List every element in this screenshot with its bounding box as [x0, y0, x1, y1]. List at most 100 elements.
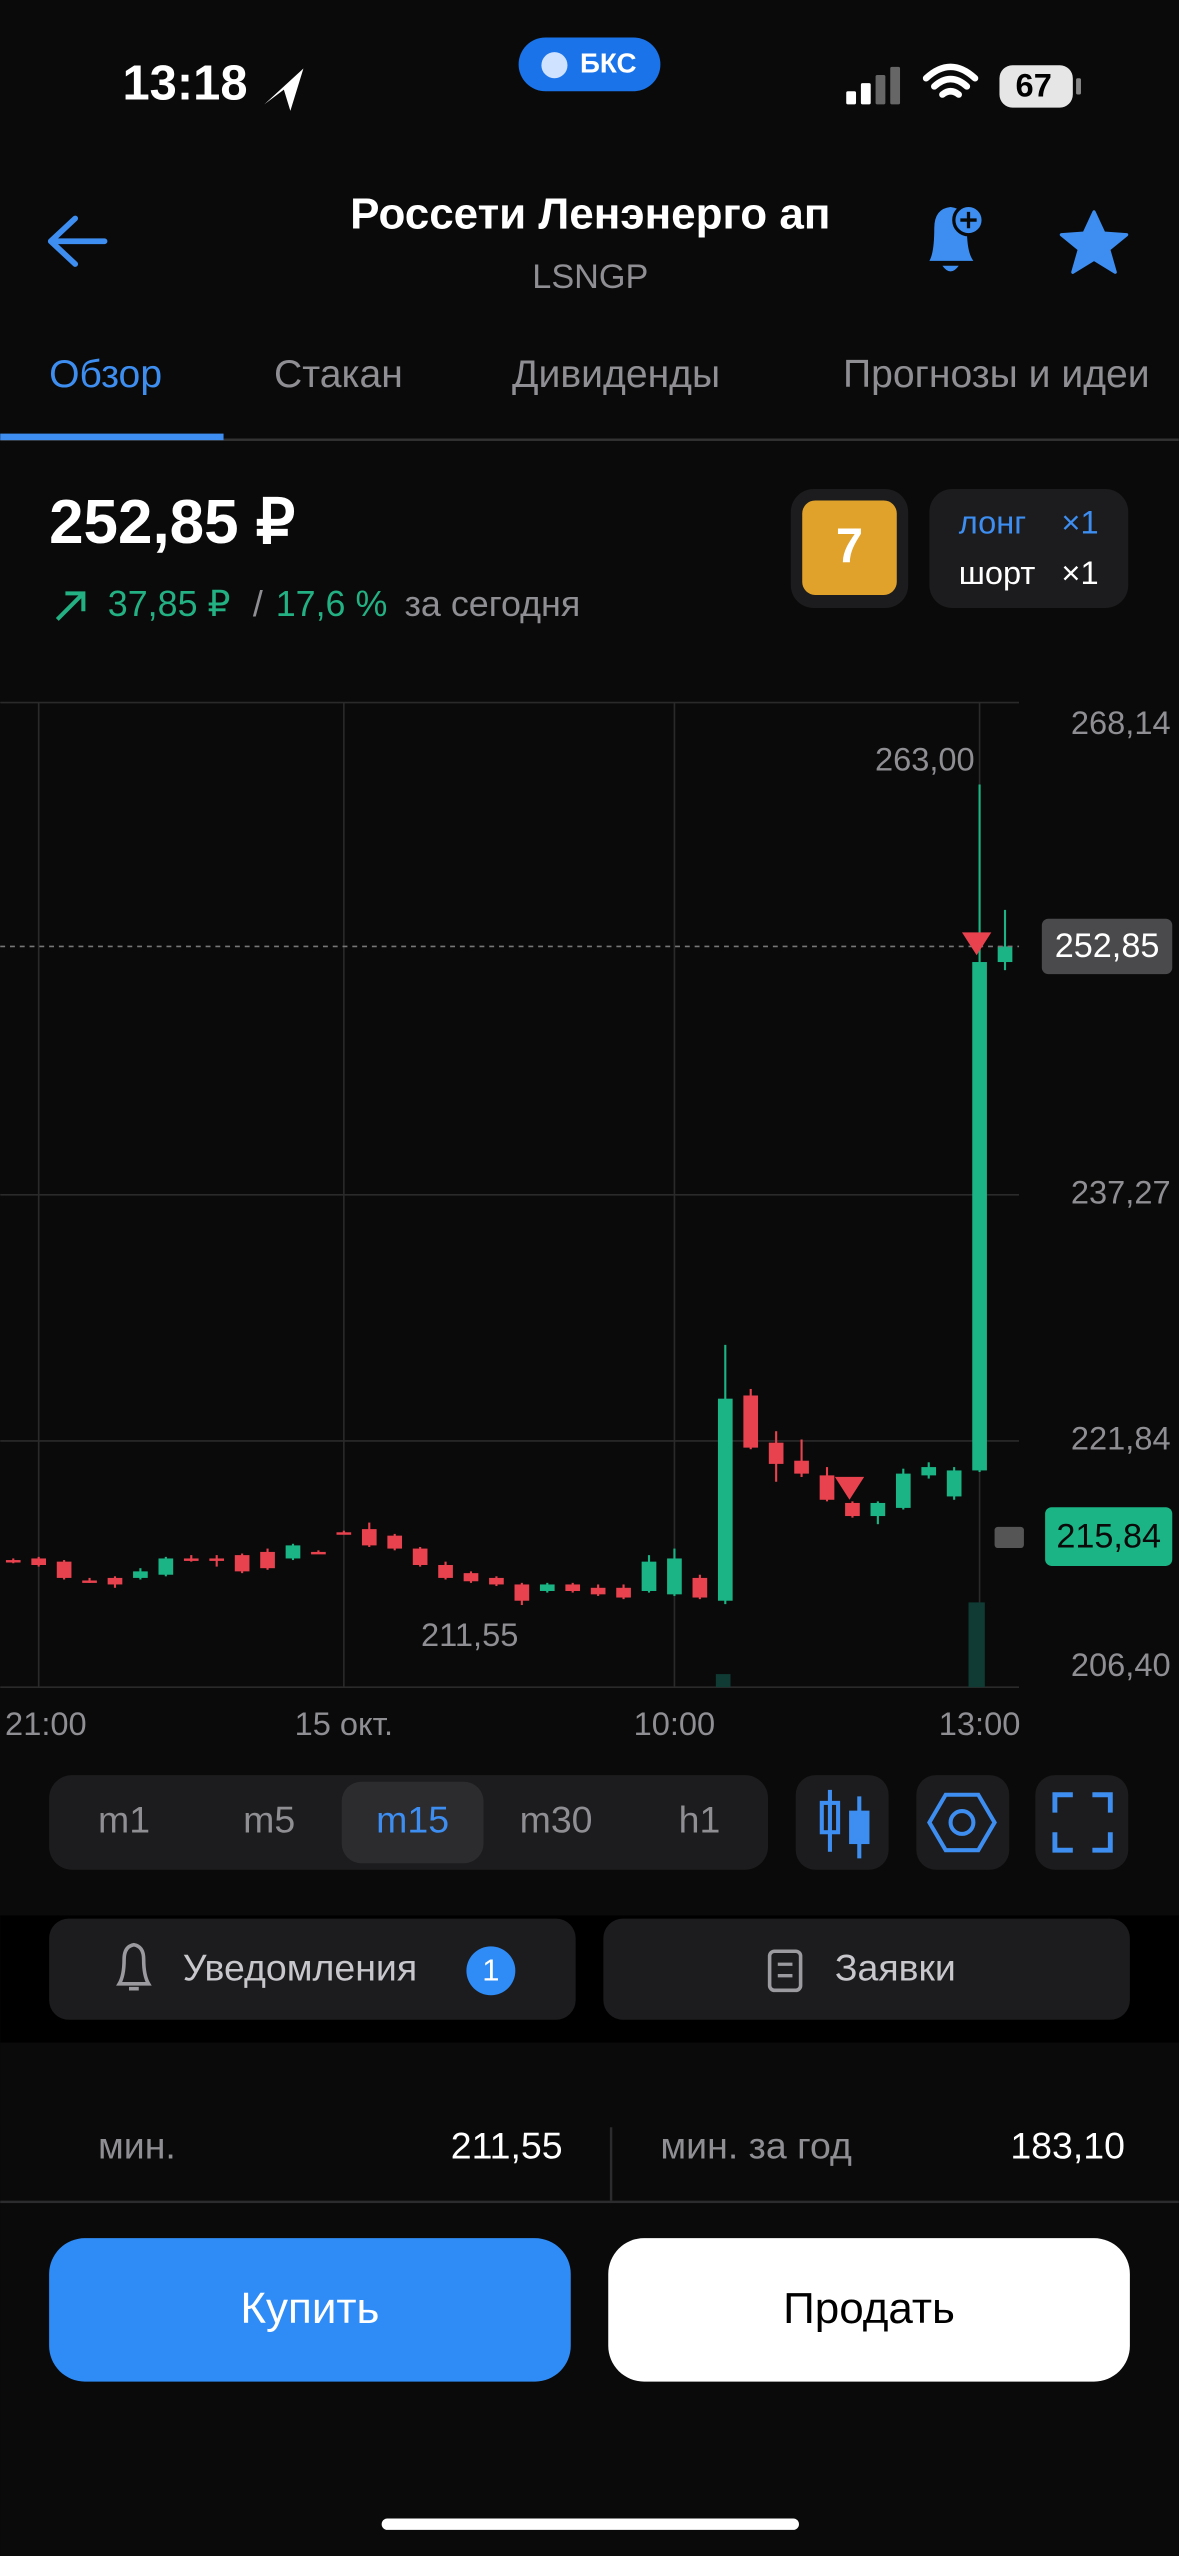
chart-grid: 206,40 221,84 237,27 268,14 21:00 15 окт. 10:0…	[0, 701, 1171, 1742]
ticker: LSNGP	[532, 258, 648, 296]
stat-value: 211,55	[451, 2124, 563, 2166]
alerts-count-badge	[466, 1946, 516, 1996]
candle-body	[616, 1587, 631, 1598]
candle-body	[768, 1442, 784, 1464]
brand-logo	[541, 52, 568, 79]
max-label: 263,00	[875, 740, 975, 777]
min-label: 211,55	[421, 1616, 518, 1653]
tab[interactable]: Прогнозы и идеи	[843, 353, 1150, 396]
candle-body	[438, 1564, 453, 1578]
indicators-button[interactable]	[916, 1775, 1010, 1870]
y-tick-label: 268,14	[1071, 704, 1171, 741]
orders-button[interactable]	[603, 1918, 1130, 2020]
battery-level: 67	[1016, 67, 1052, 104]
candle-body	[819, 1475, 835, 1500]
stat-value: 183,10	[1010, 2124, 1125, 2166]
change: 37,85 ₽	[108, 584, 231, 624]
timeframe[interactable]: m15	[376, 1798, 449, 1840]
candle-body	[590, 1587, 606, 1595]
sell-button[interactable]	[608, 2238, 1130, 2382]
rating-badge	[802, 500, 897, 595]
orders-label: Заявки	[835, 1947, 956, 1989]
candle-body	[717, 1398, 733, 1601]
home-indicator	[381, 2518, 799, 2530]
wifi-icon	[922, 63, 979, 98]
tab-indicator	[0, 433, 224, 441]
timeframe[interactable]: m30	[520, 1798, 593, 1840]
tab[interactable]: Обзор	[49, 353, 162, 396]
trade-marker	[961, 932, 992, 956]
buy-label: Купить	[240, 2284, 379, 2333]
x-tick-label: 21:00	[5, 1705, 87, 1742]
stat-label: мин.	[98, 2124, 176, 2166]
trade-marker	[834, 1476, 865, 1500]
candle-body	[56, 1561, 72, 1578]
chart-type-button[interactable]	[795, 1775, 889, 1870]
x-tick-label: 13:00	[939, 1705, 1021, 1742]
order-price-badge	[1045, 1507, 1173, 1566]
last-price-badge	[1041, 918, 1173, 975]
indicators-icon-core	[948, 1809, 976, 1836]
stat-separator	[0, 2200, 1179, 2204]
sell-label: Продать	[783, 2284, 955, 2333]
candle-body	[972, 962, 987, 1471]
brand-badge: БКС	[580, 48, 636, 79]
candle-body	[387, 1535, 403, 1549]
x-tick-label: 10:00	[634, 1705, 716, 1742]
order-icon	[994, 1526, 1024, 1549]
positions-card[interactable]	[929, 489, 1129, 609]
short-count: ×1	[1061, 554, 1098, 591]
candle-body	[565, 1584, 581, 1591]
orders-icon	[767, 1949, 803, 1993]
y-tick-label: 206,40	[1071, 1646, 1171, 1683]
candle-body	[311, 1551, 326, 1555]
candle-body	[641, 1561, 657, 1591]
candle-body	[361, 1529, 377, 1546]
candle-body	[209, 1558, 225, 1561]
fullscreen-button[interactable]	[1035, 1775, 1129, 1870]
buy-button[interactable]	[49, 2238, 571, 2382]
volume-bar	[715, 1674, 731, 1688]
timeframe[interactable]: m1	[98, 1798, 150, 1840]
candle-body	[412, 1548, 428, 1565]
orders-icon-lines	[777, 1962, 793, 1978]
candle-body	[489, 1577, 504, 1585]
change-pct: 17,6 %	[276, 584, 388, 624]
candle-body	[946, 1470, 962, 1497]
separator: /	[253, 584, 263, 624]
candle-body	[845, 1502, 860, 1517]
alert-button[interactable]	[929, 203, 985, 272]
long-label: лонг	[959, 504, 1026, 541]
candle-body	[234, 1555, 250, 1572]
timeframe[interactable]: h1	[679, 1798, 721, 1840]
indicators-icon	[927, 1792, 997, 1853]
plus-icon	[960, 211, 977, 229]
candle-body	[539, 1584, 555, 1591]
favorite-button[interactable]	[1059, 210, 1129, 274]
candles	[5, 784, 1013, 1606]
status-time: 13:18	[122, 56, 247, 110]
candle-body	[667, 1558, 682, 1595]
alerts-button[interactable]	[49, 1918, 576, 2020]
bell-outline-icon	[116, 1942, 152, 1991]
candle-body	[794, 1460, 809, 1474]
fullscreen-icon	[1052, 1792, 1113, 1853]
timeframe[interactable]: m5	[243, 1798, 295, 1840]
candle-body	[743, 1395, 759, 1448]
back-button[interactable]	[47, 215, 108, 267]
candle-body	[285, 1545, 301, 1559]
candle-body	[997, 946, 1013, 963]
candle-body	[336, 1532, 352, 1535]
tab[interactable]: Стакан	[274, 353, 403, 396]
order-price-label: 215,84	[1056, 1517, 1161, 1555]
long-count: ×1	[1061, 504, 1098, 541]
change-arrow	[55, 591, 86, 621]
candle-icon	[819, 1789, 870, 1859]
battery-icon	[999, 65, 1073, 108]
candle-body	[183, 1558, 199, 1561]
volume-bar	[968, 1602, 985, 1688]
candle-body	[463, 1573, 479, 1582]
tab-separator	[0, 438, 1179, 441]
tab[interactable]: Дивиденды	[512, 353, 720, 396]
battery-cap	[1076, 78, 1081, 95]
